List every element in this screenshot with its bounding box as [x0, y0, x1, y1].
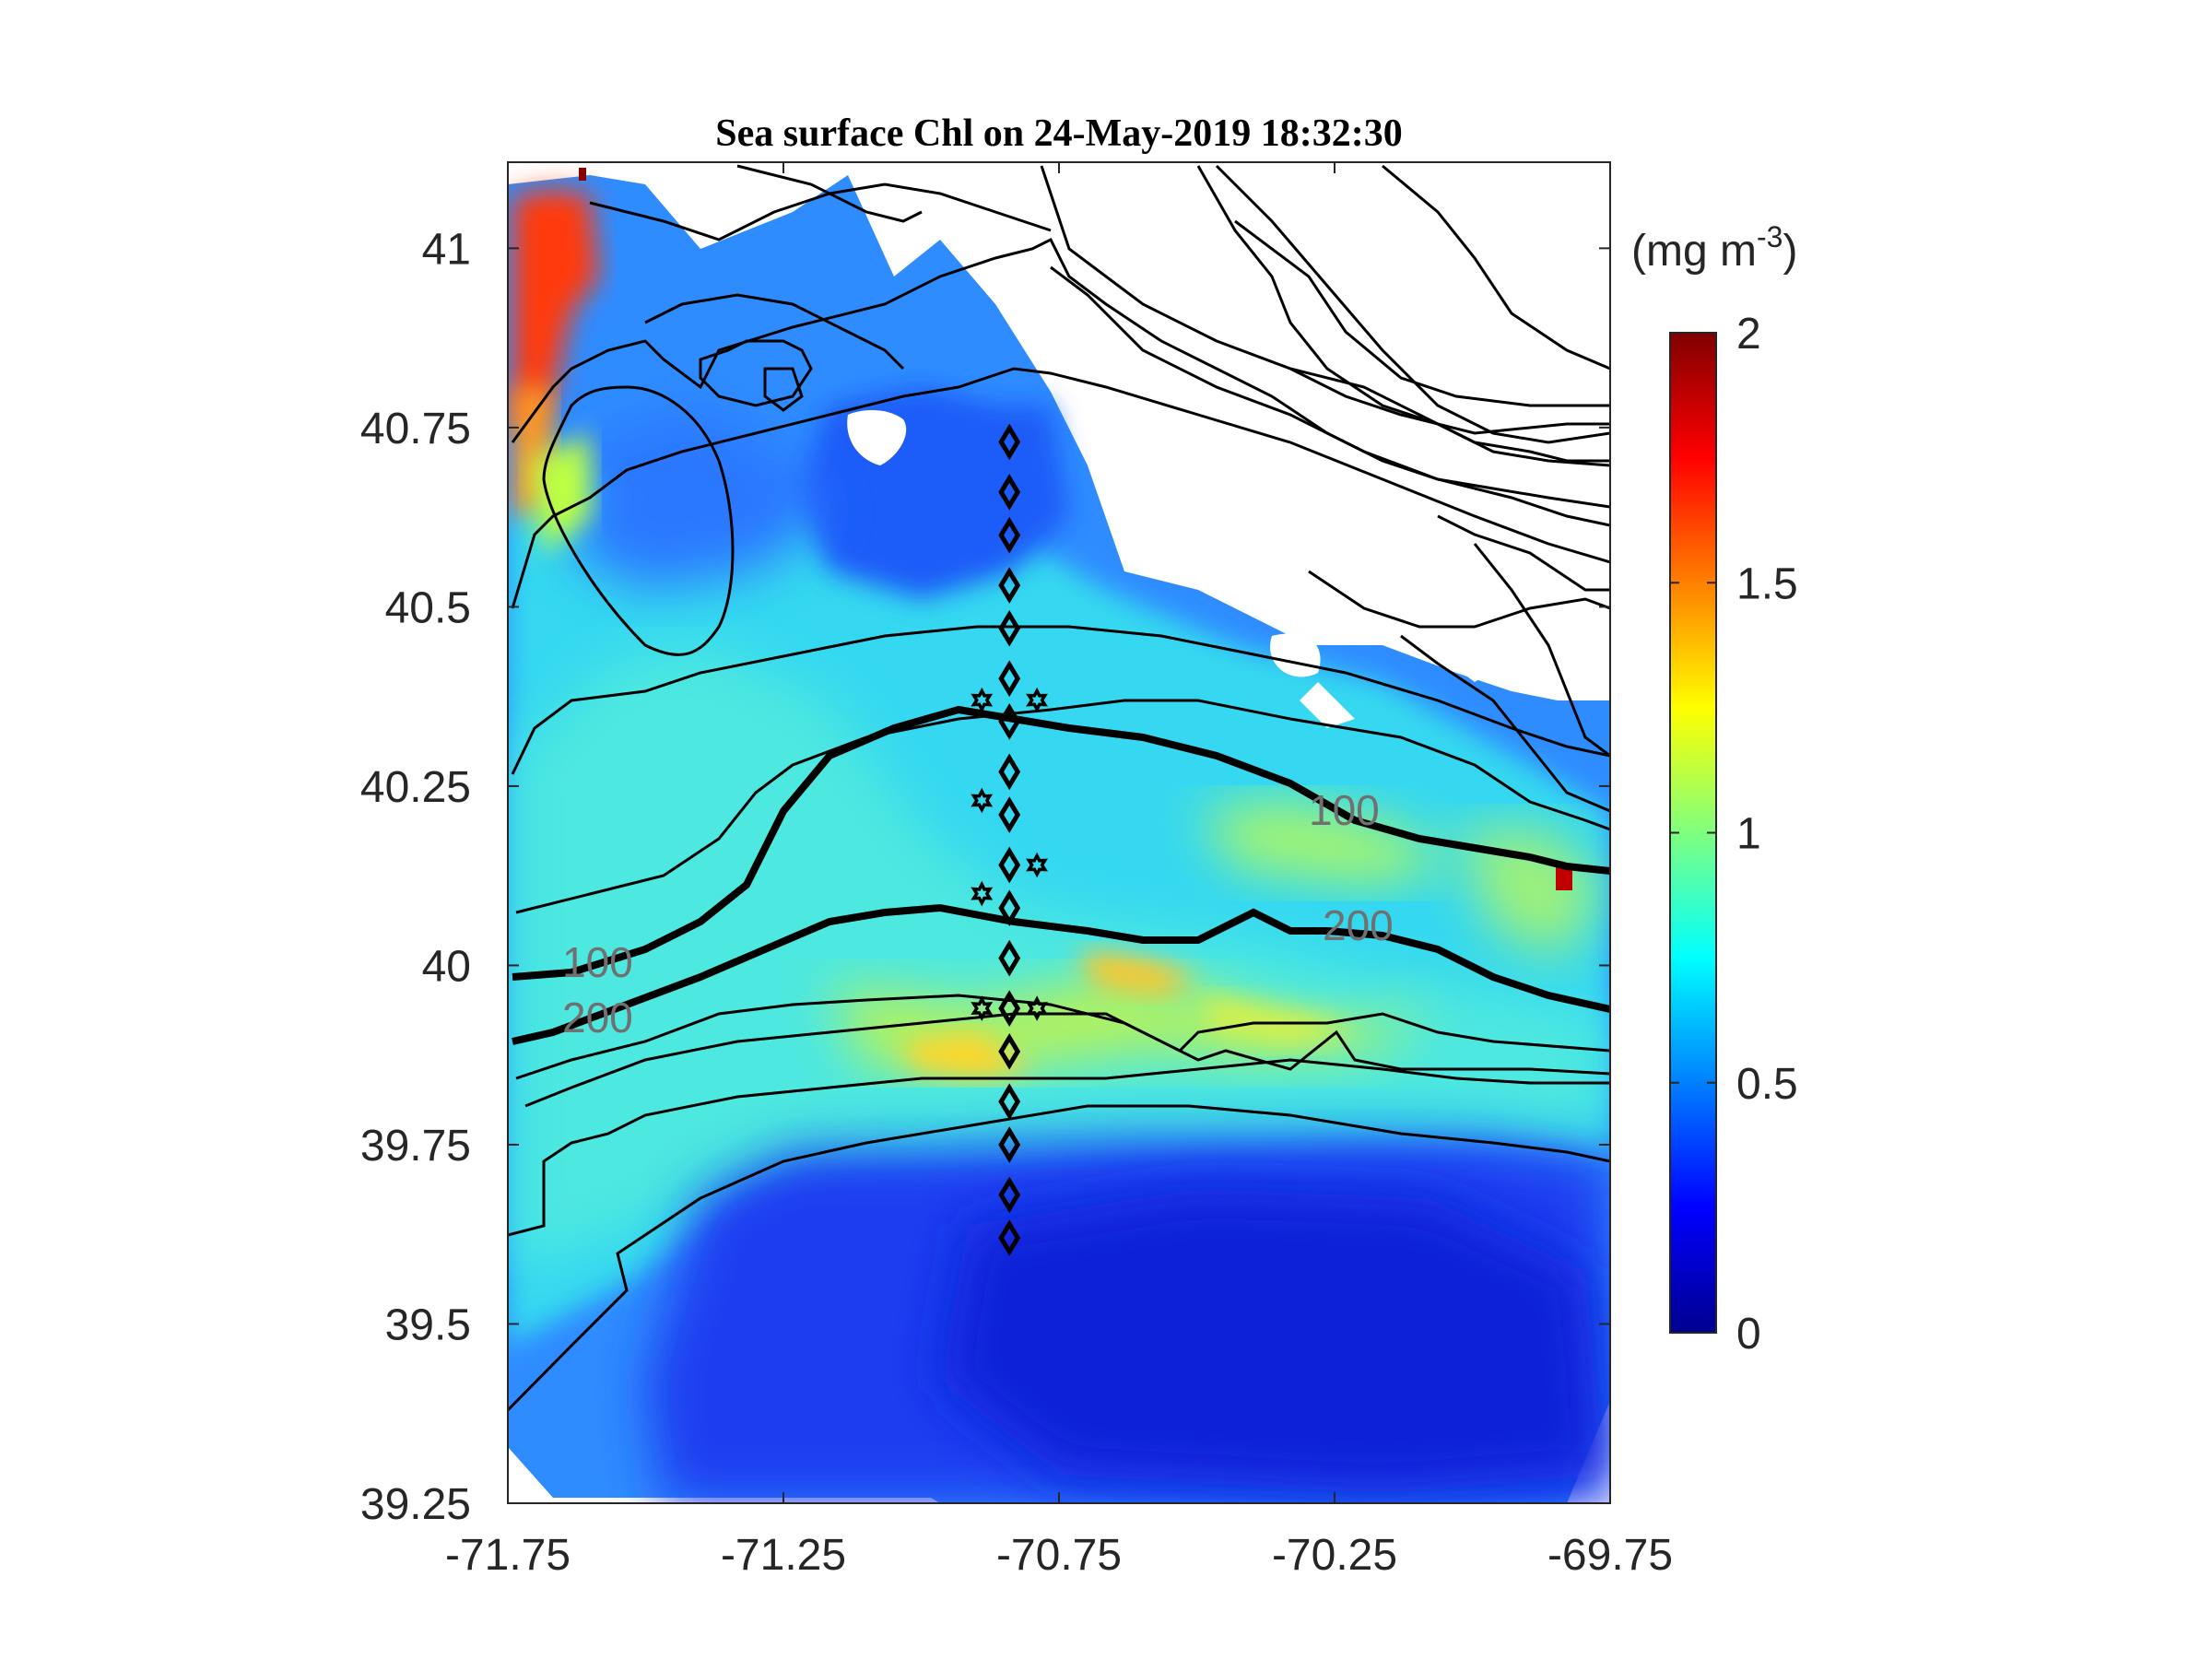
contour-label-200-east: 200: [1323, 901, 1394, 949]
station-diamond: [998, 660, 1021, 698]
x-axis: -71.75 -71.25 -70.75 -70.25 -69.75: [445, 162, 1673, 1580]
station-star: [1026, 852, 1048, 878]
station-star: [971, 687, 994, 713]
y-tick-label: 40.75: [360, 405, 471, 453]
isobath-200m: [512, 903, 1610, 1045]
contour-label-200-west: 200: [562, 994, 633, 1041]
y-tick-label: 40.25: [360, 763, 471, 812]
colorbar-tick-label: 1: [1736, 810, 1761, 859]
colorbar-tick-label: 2: [1736, 310, 1761, 359]
y-tick-label: 39.25: [360, 1480, 471, 1529]
station-diamond: [998, 796, 1021, 833]
station-diamond: [998, 423, 1021, 461]
y-tick-label: 41: [422, 225, 471, 274]
isobath-contours: [508, 164, 1610, 1412]
station-diamond: [998, 1126, 1021, 1163]
colorbar-tick-label: 0: [1736, 1310, 1761, 1359]
colorbar-unit-label: (mg m-3): [1631, 220, 1797, 276]
colorbar-ticks: 0 0.5 1 1.5 2: [1670, 310, 1798, 1359]
x-tick-label: -71.25: [721, 1531, 846, 1580]
y-tick-label: 39.5: [385, 1300, 471, 1349]
station-diamond: [998, 846, 1021, 884]
station-diamond: [998, 1219, 1021, 1256]
station-star: [971, 880, 994, 907]
x-tick-label: -70.25: [1272, 1531, 1397, 1580]
contour-label-100-west: 100: [562, 938, 633, 986]
station-diamond: [998, 609, 1021, 647]
x-tick-label: -71.75: [445, 1531, 571, 1580]
station-diamond: [998, 990, 1021, 1027]
station-star: [1026, 995, 1048, 1021]
station-star: [971, 995, 994, 1021]
colorbar-tick-label: 0.5: [1736, 1060, 1798, 1109]
station-diamond: [998, 1083, 1021, 1121]
isobath-main: [512, 705, 1610, 1045]
station-diamond: [998, 1176, 1021, 1214]
station-diamond: [998, 939, 1021, 977]
contour-label-100-east: 100: [1309, 786, 1380, 834]
station-diamond: [998, 567, 1021, 604]
x-tick-label: -69.75: [1547, 1531, 1673, 1580]
station-markers-diamond: [998, 423, 1021, 1256]
station-diamond: [998, 516, 1021, 554]
station-diamond: [998, 703, 1021, 740]
station-star: [971, 787, 994, 814]
station-markers-star: [971, 687, 1048, 1021]
y-tick-label: 39.75: [360, 1122, 471, 1171]
y-tick-label: 40: [422, 942, 471, 991]
station-diamond: [998, 889, 1021, 927]
map-title: Sea surface Chl on 24-May-2019 18:32:30: [715, 112, 1402, 155]
y-tick-label: 40.5: [385, 583, 471, 632]
colorbar-tick-label: 1.5: [1736, 559, 1798, 608]
station-diamond: [998, 753, 1021, 791]
station-diamond: [998, 474, 1021, 511]
chlorophyll-field: [508, 162, 1610, 1503]
station-diamond: [998, 1032, 1021, 1070]
station-star: [1026, 687, 1048, 713]
x-tick-label: -70.75: [996, 1531, 1122, 1580]
y-axis: 41 40.75 40.5 40.25 40 39.75 39.5 39.25: [360, 225, 1610, 1529]
isobath-100m: [512, 705, 1610, 981]
